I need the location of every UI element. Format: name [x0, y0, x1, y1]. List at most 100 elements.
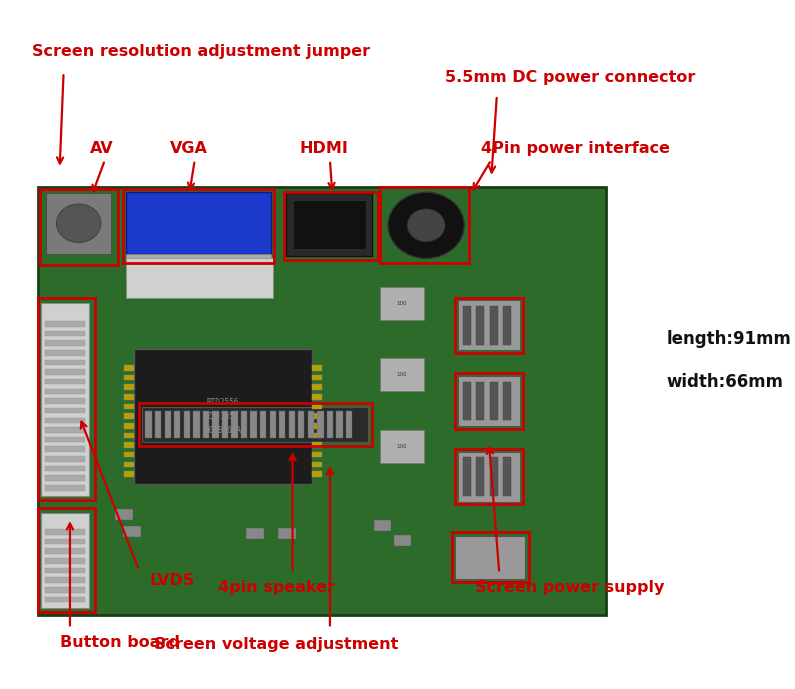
- Bar: [45, 456, 85, 462]
- Bar: [278, 528, 296, 539]
- Bar: [380, 358, 424, 391]
- Bar: [312, 365, 322, 371]
- Bar: [45, 389, 85, 394]
- Circle shape: [388, 192, 464, 258]
- Bar: [45, 475, 85, 481]
- Bar: [279, 411, 285, 438]
- Bar: [124, 375, 134, 380]
- Bar: [503, 306, 511, 344]
- Bar: [241, 411, 247, 438]
- Bar: [476, 382, 484, 420]
- Bar: [490, 382, 498, 420]
- Bar: [124, 452, 134, 457]
- Bar: [124, 413, 134, 419]
- Bar: [455, 449, 523, 504]
- Text: 100: 100: [396, 372, 407, 378]
- Bar: [260, 411, 266, 438]
- Bar: [38, 508, 95, 612]
- Text: LVDS: LVDS: [149, 573, 195, 588]
- Bar: [246, 528, 264, 539]
- Bar: [312, 384, 322, 390]
- Bar: [41, 303, 89, 496]
- Bar: [503, 457, 511, 496]
- Bar: [155, 411, 161, 438]
- Text: Screen voltage adjustment: Screen voltage adjustment: [154, 637, 399, 652]
- Bar: [174, 411, 180, 438]
- Bar: [45, 446, 85, 452]
- Bar: [45, 437, 85, 442]
- Bar: [45, 408, 85, 413]
- Text: VGA: VGA: [170, 141, 208, 156]
- Bar: [124, 471, 134, 477]
- Bar: [455, 298, 523, 353]
- Text: AV: AV: [90, 141, 114, 156]
- Bar: [458, 300, 520, 350]
- Bar: [289, 411, 295, 438]
- Bar: [312, 375, 322, 380]
- Bar: [40, 189, 118, 265]
- Text: 4Pin power interface: 4Pin power interface: [481, 141, 670, 156]
- Bar: [165, 411, 171, 438]
- Bar: [126, 258, 273, 298]
- Bar: [463, 382, 471, 420]
- Text: width:66mm: width:66mm: [666, 373, 783, 391]
- Bar: [126, 254, 271, 276]
- Bar: [380, 430, 424, 463]
- Bar: [45, 558, 85, 564]
- Bar: [455, 373, 523, 429]
- Bar: [184, 411, 190, 438]
- Bar: [452, 532, 529, 582]
- Bar: [463, 457, 471, 496]
- Bar: [41, 513, 89, 608]
- Bar: [231, 411, 238, 438]
- Bar: [145, 411, 152, 438]
- Bar: [45, 340, 85, 346]
- Bar: [45, 369, 85, 375]
- Bar: [394, 535, 411, 546]
- Bar: [490, 306, 498, 344]
- Bar: [312, 471, 322, 477]
- Bar: [46, 193, 111, 254]
- Bar: [134, 349, 312, 484]
- Bar: [312, 433, 322, 438]
- Bar: [123, 526, 141, 537]
- Bar: [45, 568, 85, 573]
- Bar: [124, 394, 134, 400]
- Bar: [45, 379, 85, 384]
- Bar: [463, 306, 471, 344]
- Bar: [222, 411, 228, 438]
- Bar: [312, 423, 322, 429]
- Bar: [312, 462, 322, 467]
- Bar: [476, 306, 484, 344]
- Text: RTD2556: RTD2556: [207, 398, 239, 407]
- Text: HDMI: HDMI: [300, 141, 349, 156]
- Bar: [458, 452, 520, 502]
- Bar: [123, 189, 274, 263]
- Bar: [45, 350, 85, 356]
- Text: Z3D1057: Z3D1057: [207, 412, 239, 421]
- Bar: [286, 193, 372, 256]
- Bar: [142, 407, 368, 442]
- Bar: [45, 539, 85, 544]
- Bar: [45, 587, 85, 593]
- Bar: [490, 457, 498, 496]
- Bar: [336, 411, 343, 438]
- Bar: [458, 376, 520, 426]
- Bar: [298, 411, 304, 438]
- Text: 4pin speaker: 4pin speaker: [218, 579, 335, 595]
- Bar: [45, 548, 85, 554]
- Bar: [250, 411, 257, 438]
- Circle shape: [56, 204, 101, 243]
- Bar: [45, 331, 85, 336]
- Bar: [317, 411, 324, 438]
- Bar: [45, 321, 85, 327]
- Bar: [38, 298, 95, 500]
- Bar: [124, 442, 134, 448]
- Text: 100: 100: [396, 444, 407, 449]
- Bar: [38, 187, 606, 615]
- Bar: [503, 382, 511, 420]
- Text: H09820IA: H09820IA: [204, 426, 242, 435]
- Bar: [115, 509, 133, 520]
- Bar: [124, 462, 134, 467]
- Bar: [203, 411, 209, 438]
